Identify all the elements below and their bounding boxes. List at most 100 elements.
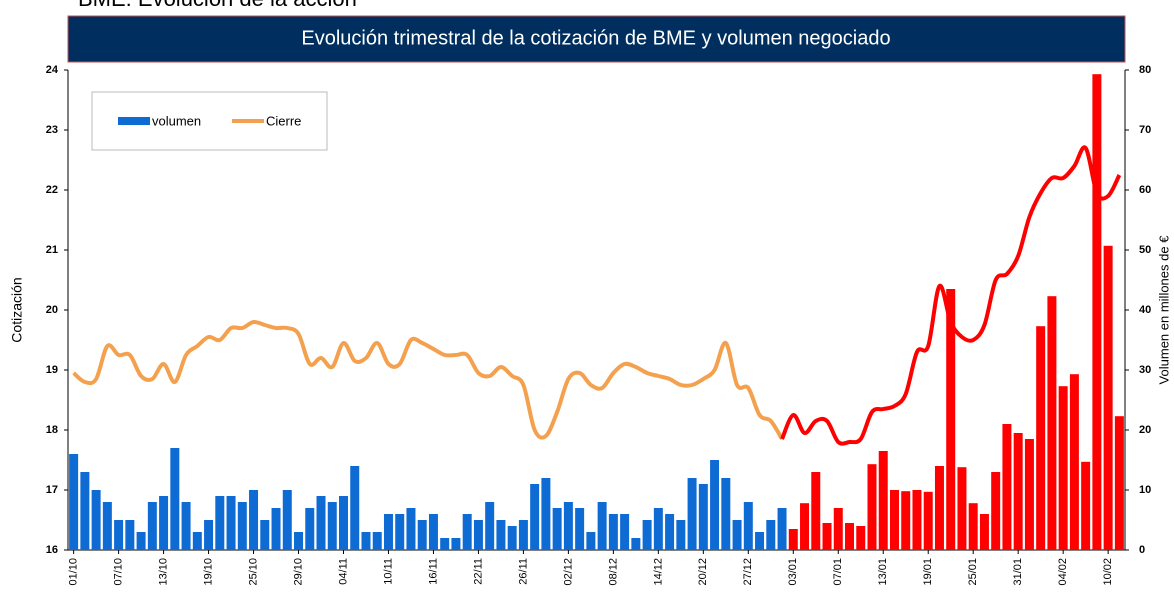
bar <box>698 484 708 550</box>
bar <box>136 532 146 550</box>
y-tick-label: 23 <box>46 124 58 136</box>
x-tick-label: 02/12 <box>562 558 574 586</box>
y-tick-label: 24 <box>46 64 59 76</box>
bar <box>845 523 855 550</box>
x-tick-label: 19/10 <box>202 558 214 586</box>
x-tick-label: 22/11 <box>472 558 484 585</box>
bar <box>766 520 776 550</box>
bar <box>1092 74 1102 550</box>
bar <box>1081 461 1091 550</box>
y-tick-label: 21 <box>46 244 58 256</box>
bar <box>473 520 483 550</box>
y-axis-label: Cotización <box>9 277 25 342</box>
x-tick-label: 03/01 <box>787 558 799 586</box>
bar <box>102 502 112 550</box>
bar <box>361 532 371 550</box>
legend-label: Cierre <box>266 113 301 128</box>
bar <box>552 508 562 550</box>
bar <box>294 532 304 550</box>
bar <box>912 490 922 550</box>
x-tick-label: 08/12 <box>607 558 619 586</box>
bar <box>811 472 821 550</box>
x-tick-label: 26/11 <box>517 558 529 585</box>
y-tick-label: 17 <box>46 484 58 496</box>
bar <box>1069 374 1079 550</box>
bar <box>147 502 157 550</box>
bar <box>597 502 607 550</box>
x-tick-label: 14/12 <box>652 558 664 586</box>
bar <box>991 472 1001 550</box>
bar <box>1058 386 1068 550</box>
y2-tick-label: 50 <box>1139 244 1151 256</box>
bar <box>350 466 360 550</box>
bar <box>395 514 405 550</box>
bar <box>383 514 393 550</box>
bar <box>833 508 843 550</box>
x-tick-label: 31/01 <box>1012 558 1024 586</box>
bar <box>889 490 899 550</box>
x-tick-label: 10/11 <box>382 558 394 585</box>
bar <box>755 532 765 550</box>
bar <box>743 502 753 550</box>
x-tick-label: 29/10 <box>292 558 304 586</box>
bar <box>620 514 630 550</box>
line <box>72 319 784 441</box>
bar <box>305 508 315 550</box>
bar <box>530 484 540 550</box>
bar <box>226 496 236 550</box>
y-tick-label: 18 <box>46 424 58 436</box>
bar <box>282 490 292 550</box>
bar <box>1047 296 1057 550</box>
bar <box>91 490 101 550</box>
y-tick-label: 16 <box>46 544 58 556</box>
bar <box>867 464 877 550</box>
bar <box>946 289 956 550</box>
bar <box>1036 326 1046 550</box>
bar <box>653 508 663 550</box>
bar <box>788 529 798 550</box>
bar <box>260 520 270 550</box>
bar <box>631 538 641 550</box>
chart-title: Evolución trimestral de la cotización de… <box>301 27 890 49</box>
heading: BME: Evolución de la acción <box>78 0 357 11</box>
x-tick-label: 13/01 <box>877 558 889 586</box>
bar <box>979 514 989 550</box>
bar <box>249 490 259 550</box>
bar <box>642 520 652 550</box>
y-tick-label: 19 <box>46 364 58 376</box>
bar <box>923 491 933 550</box>
x-tick-label: 07/10 <box>113 558 125 586</box>
bar <box>327 502 337 550</box>
x-tick-label: 13/10 <box>157 558 169 586</box>
bar <box>192 532 202 550</box>
x-tick-label: 25/10 <box>247 558 259 586</box>
x-tick-label: 04/02 <box>1057 558 1069 586</box>
x-tick-label: 04/11 <box>337 558 349 585</box>
line <box>780 145 1122 446</box>
bar <box>1013 433 1023 550</box>
bar <box>451 538 461 550</box>
y2-tick-label: 20 <box>1139 424 1151 436</box>
bar <box>608 514 618 550</box>
y2-tick-label: 40 <box>1139 304 1151 316</box>
bar <box>440 538 450 550</box>
bar <box>968 503 978 550</box>
bar <box>957 467 967 550</box>
x-tick-label: 07/01 <box>832 558 844 586</box>
bar <box>1114 416 1124 550</box>
bar <box>372 532 382 550</box>
x-tick-label: 19/01 <box>922 558 934 586</box>
bar <box>1024 439 1034 550</box>
bar <box>1002 424 1012 550</box>
legend-swatch <box>118 117 150 125</box>
bar <box>496 520 506 550</box>
bar <box>710 460 720 550</box>
x-tick-label: 27/12 <box>742 558 754 586</box>
bar <box>934 466 944 550</box>
bar <box>665 514 675 550</box>
bar <box>462 514 472 550</box>
y2-axis-label: Volumen en millones de € <box>1156 235 1171 385</box>
bar <box>687 478 697 550</box>
bar <box>878 451 888 550</box>
bar <box>777 508 787 550</box>
